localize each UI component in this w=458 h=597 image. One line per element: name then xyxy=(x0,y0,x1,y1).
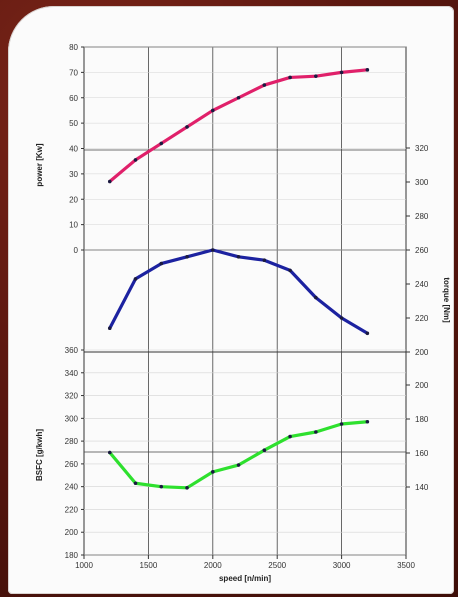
bsfc-data-point xyxy=(159,484,164,489)
power-data-point xyxy=(133,158,138,162)
bsfc-tick-label: 280 xyxy=(65,437,79,446)
torque-data-point xyxy=(211,248,215,252)
power-tick-label: 50 xyxy=(69,119,78,128)
power-data-point xyxy=(236,95,241,100)
bsfc-tick-label: 300 xyxy=(65,414,79,423)
power-data-point xyxy=(339,70,344,75)
power-tick-label: 60 xyxy=(69,94,78,103)
power-tick-label: 80 xyxy=(69,43,78,52)
power-tick-label: 20 xyxy=(69,195,78,204)
torque-data-point xyxy=(185,254,189,259)
bsfc-data-point xyxy=(262,448,267,453)
bsfc-data-point xyxy=(365,419,370,424)
x-tick-label: 3500 xyxy=(397,561,415,570)
bsfc-tick-label: 200 xyxy=(65,528,79,537)
torque-data-point xyxy=(159,261,164,266)
torque-tick-label: 320 xyxy=(415,144,429,153)
x-tick-label: 2500 xyxy=(268,561,286,570)
power-data-point xyxy=(365,68,370,72)
bsfc-data-point xyxy=(314,430,318,434)
bsfc-data-point xyxy=(211,470,215,474)
torque-tick-label: 280 xyxy=(415,212,429,221)
bsfc-data-point xyxy=(339,422,344,426)
x-axis-label: speed [n/min] xyxy=(219,574,271,583)
torque-tick-label: 240 xyxy=(415,280,429,289)
power-tick-label: 70 xyxy=(69,68,78,77)
bsfc-data-point xyxy=(185,486,189,490)
torque-data-point xyxy=(133,277,138,281)
torque-tick-label: 220 xyxy=(415,314,429,323)
power-data-point xyxy=(314,74,318,78)
power-tick-label: 10 xyxy=(69,221,78,230)
bsfc-tick-label: 260 xyxy=(65,460,79,469)
bsfc-axis-label: BSFC [g/kwh] xyxy=(35,429,44,481)
secondary-tick-label: 180 xyxy=(415,415,429,424)
bsfc-tick-label: 360 xyxy=(65,346,79,355)
torque-tick-label: 260 xyxy=(415,246,429,255)
torque-tick-label: 300 xyxy=(415,178,429,187)
bsfc-data-point xyxy=(133,481,138,486)
x-tick-label: 1000 xyxy=(75,561,93,570)
torque-data-point xyxy=(236,254,241,259)
x-tick-label: 1500 xyxy=(140,561,158,570)
bsfc-tick-label: 180 xyxy=(65,551,79,560)
torque-data-point xyxy=(365,331,370,336)
power-data-point xyxy=(262,83,267,87)
torque-data-point xyxy=(262,258,267,263)
bsfc-tick-label: 320 xyxy=(65,392,79,401)
secondary-tick-label: 160 xyxy=(415,449,429,458)
bsfc-tick-label: 240 xyxy=(65,483,79,492)
x-tick-label: 3000 xyxy=(333,561,351,570)
bsfc-tick-label: 340 xyxy=(65,369,79,378)
bsfc-tick-label: 220 xyxy=(65,505,79,514)
x-tick-label: 2000 xyxy=(204,561,222,570)
bsfc-plot-frame xyxy=(83,351,407,556)
bsfc-data-point xyxy=(107,450,112,455)
power-tick-label: 0 xyxy=(74,246,79,255)
power-data-point xyxy=(288,75,292,80)
torque-tick-label: 200 xyxy=(415,348,429,357)
chart-card xyxy=(8,6,454,594)
bsfc-data-point xyxy=(236,463,241,467)
torque-data-point xyxy=(288,268,292,273)
torque-data-point xyxy=(314,295,318,300)
torque-axis-label: torque [Nm] xyxy=(442,277,451,323)
secondary-tick-label: 200 xyxy=(415,381,429,390)
power-data-point xyxy=(159,141,164,146)
torque-plot-frame xyxy=(83,249,407,353)
power-tick-label: 30 xyxy=(69,170,78,179)
power-data-point xyxy=(107,179,112,184)
torque-data-point xyxy=(339,316,344,320)
power-data-point xyxy=(211,108,215,113)
power-axis-label: power [Kw] xyxy=(35,143,44,186)
secondary-tick-label: 140 xyxy=(415,483,429,492)
bsfc-data-point xyxy=(288,434,292,439)
power-data-point xyxy=(185,125,189,129)
power-tick-label: 40 xyxy=(69,145,78,154)
torque-data-point xyxy=(107,326,112,331)
